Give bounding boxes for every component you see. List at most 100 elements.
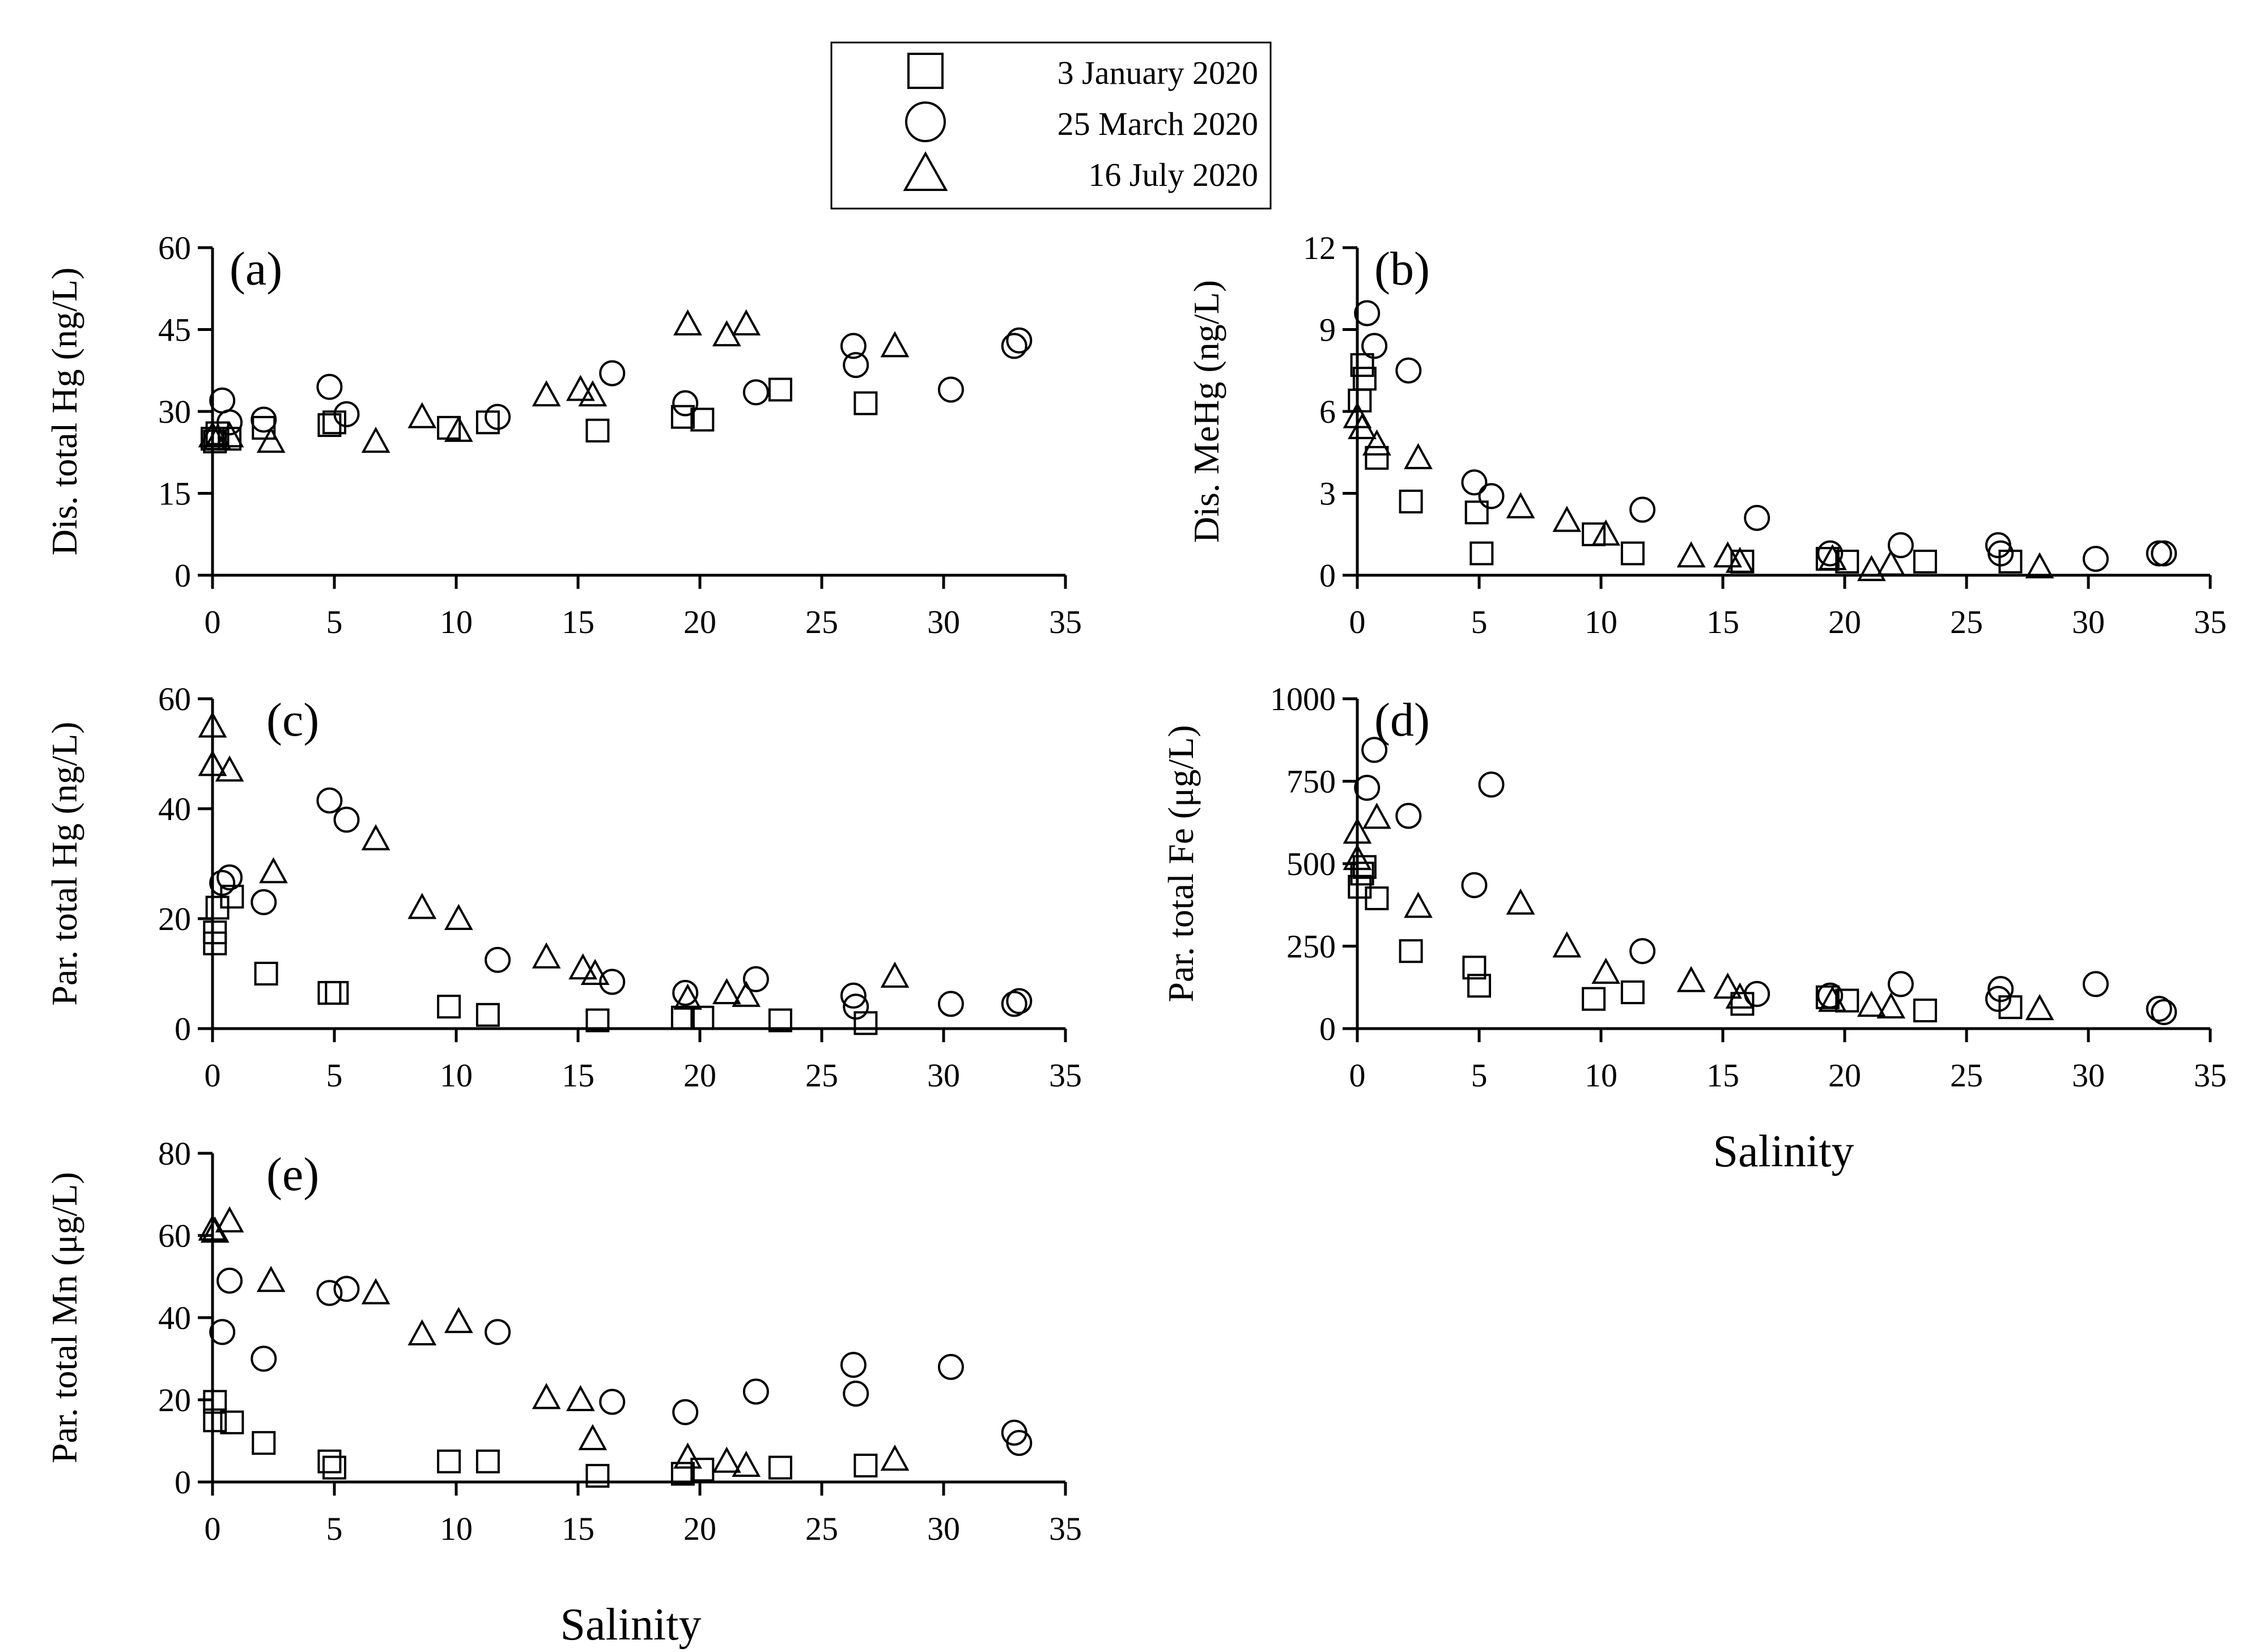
data-point-circle (599, 969, 626, 995)
panel-a: 0 5 10 15 20 25 30 35 0 15 30 45 60 Dis. total Hg (ng… (44, 230, 1082, 640)
data-point-circle (840, 982, 867, 1009)
data-point-square (325, 980, 349, 1005)
y-tick-label: 80 (158, 1135, 191, 1172)
data-point-circle (216, 864, 243, 891)
data-point-circle (209, 869, 236, 896)
data-point-square (252, 415, 276, 440)
x-tick-label: 10 (440, 1057, 473, 1094)
data-point-triangle (880, 331, 910, 358)
data-point-square (1462, 955, 1487, 980)
data-point-triangle (673, 309, 702, 336)
data-point-circle (1461, 469, 1488, 496)
legend: 3 January 2020 25 March 2020 16 July 202… (830, 41, 1272, 210)
data-point-square (670, 1005, 695, 1030)
x-tick-label: 0 (1349, 1057, 1366, 1094)
y-tick-label: 60 (158, 230, 191, 266)
legend-marker-triangle (903, 151, 948, 191)
y-tick-label: 12 (1303, 230, 1336, 266)
data-point-triangle (1506, 888, 1535, 915)
data-point-triangle (673, 1442, 702, 1469)
data-point-circle (2151, 999, 2177, 1025)
data-point-triangle (2025, 993, 2054, 1021)
data-point-circle (843, 993, 869, 1020)
x-tick-label: 30 (927, 1057, 960, 1094)
data-point-triangle (532, 1383, 561, 1409)
data-point-triangle (566, 1385, 595, 1411)
legend-label-mar: 25 March 2020 (1058, 105, 1258, 142)
data-point-circle (2146, 996, 2172, 1022)
data-point-triangle (2025, 552, 2054, 579)
data-point-square (220, 885, 244, 909)
data-point-triangle (880, 961, 910, 988)
data-point-circle (1478, 483, 1505, 509)
data-point-triangle (215, 1206, 244, 1233)
x-tick-label: 0 (205, 604, 221, 640)
y-tick-label: 60 (158, 1217, 191, 1254)
data-point-circle (485, 1319, 511, 1345)
y-axis-title: Dis. MeHg (ng/L) (1186, 280, 1226, 543)
data-point-square (690, 1458, 715, 1482)
data-point-triangle (1552, 931, 1582, 958)
data-point-circle (1354, 300, 1381, 326)
data-point-triangle (1404, 443, 1433, 469)
data-point-triangle (1362, 802, 1391, 829)
panel-c: 0 5 10 15 20 25 30 35 0 20 40 60 Par. total Hg (ng/L… (44, 681, 1082, 1094)
data-point-triangle (1725, 546, 1755, 573)
data-point-square (475, 1449, 500, 1473)
data-point-circle (742, 379, 769, 406)
y-tick-label: 0 (175, 1010, 191, 1047)
legend-box (830, 41, 1272, 210)
x-axis-title-right: Salinity (1713, 1127, 1854, 1177)
data-point-triangle (407, 893, 437, 919)
data-point-triangle (407, 1319, 437, 1345)
x-tick-label: 5 (326, 1057, 343, 1094)
data-point-square (1470, 541, 1494, 566)
data-point-triangle (361, 824, 390, 851)
data-point-circle (937, 991, 964, 1017)
data-point-triangle (732, 309, 761, 336)
data-point-circle (1001, 333, 1027, 359)
data-point-square (475, 1003, 500, 1027)
y-tick-label: 250 (1286, 928, 1336, 965)
data-point-triangle (407, 402, 437, 428)
data-point-triangle (444, 415, 473, 442)
y-axis-title: Par. total Fe (μg/L) (1161, 725, 1201, 1002)
data-point-triangle (1591, 519, 1620, 546)
data-point-circle (216, 1267, 243, 1294)
y-tick-label: 6 (1319, 393, 1336, 430)
x-tick-label: 15 (562, 1057, 594, 1094)
data-point-circle (1985, 986, 2011, 1012)
data-point-square (254, 962, 278, 986)
data-point-triangle (1676, 966, 1706, 992)
data-point-circle (1354, 775, 1381, 801)
data-point-circle (1006, 988, 1033, 1014)
data-point-square (1365, 886, 1389, 911)
data-point-square (252, 1431, 276, 1455)
data-point-square (203, 920, 227, 945)
x-tick-label: 20 (1828, 604, 1861, 640)
data-point-triangle (198, 711, 227, 738)
data-point-circle (840, 333, 867, 359)
data-point-circle (1817, 982, 1844, 1009)
data-point-triangle (444, 903, 473, 930)
data-point-square (1582, 987, 1606, 1011)
data-point-triangle (1343, 844, 1372, 870)
x-axis-title-left: Salinity (560, 1600, 702, 1649)
y-tick-label: 15 (158, 475, 191, 512)
data-point-triangle (1343, 817, 1372, 844)
data-point-circle (1395, 357, 1422, 384)
data-point-circle (742, 966, 769, 992)
data-point-triangle (444, 1307, 473, 1334)
data-point-circle (2151, 540, 2177, 567)
data-point-triangle (1857, 991, 1886, 1017)
data-point-circle (1006, 327, 1033, 354)
x-tick-label: 5 (326, 604, 343, 640)
data-point-square (853, 391, 878, 415)
data-point-square (317, 1449, 342, 1473)
data-point-triangle (1876, 549, 1906, 576)
data-point-circle (333, 401, 360, 427)
data-point-square (1620, 980, 1645, 1004)
data-point-square (437, 995, 461, 1019)
y-tick-label: 0 (175, 557, 191, 594)
y-tick-label: 0 (1319, 1010, 1336, 1047)
